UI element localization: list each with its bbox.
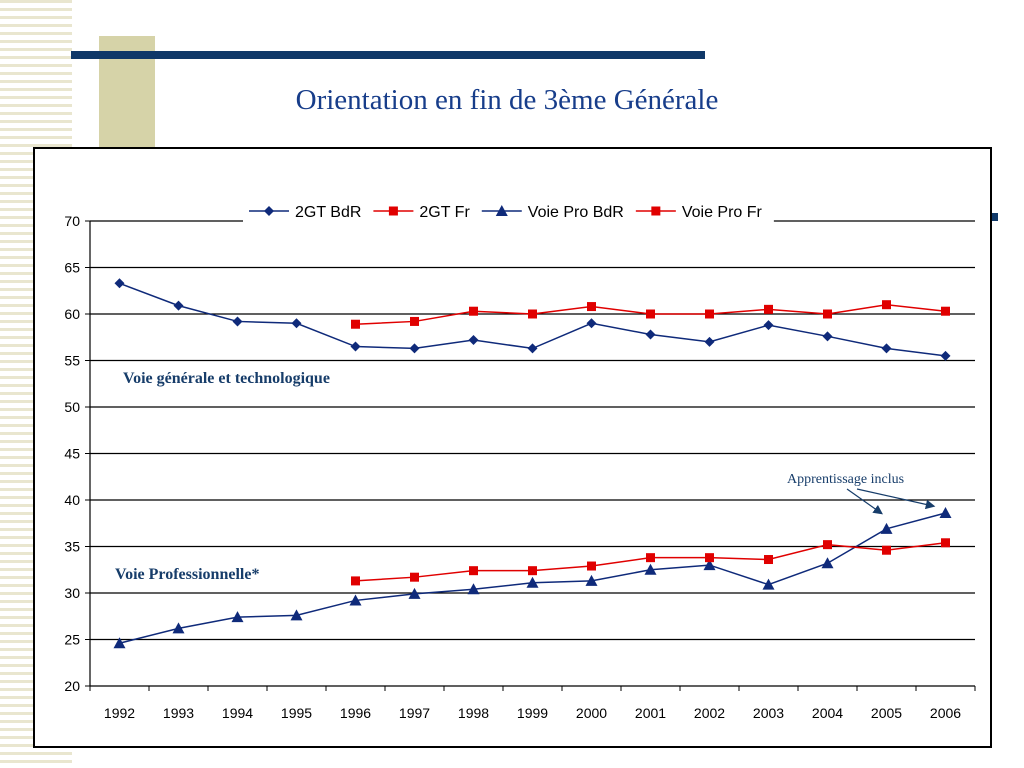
x-tick-label: 2003 [753,705,784,721]
x-tick-label: 2002 [694,705,725,721]
data-point-2gt-fr [351,319,360,329]
data-point-voie-pro-bdr [939,507,952,519]
data-point-voie-pro-fr [764,555,773,565]
data-point-2gt-fr [469,306,478,316]
x-tick-label: 1997 [399,705,430,721]
y-tick-label: 35 [64,539,80,555]
y-tick-label: 25 [64,632,80,648]
x-tick-label: 2005 [871,705,902,721]
x-tick-label: 1994 [222,705,253,721]
y-tick-label: 40 [64,492,80,508]
data-point-voie-pro-bdr [585,574,598,586]
data-point-voie-pro-bdr [526,576,539,588]
slide-title: Orientation en fin de 3ème Générale [295,84,719,116]
data-point-voie-pro-bdr [231,611,244,623]
data-point-voie-pro-fr [941,538,950,548]
y-tick-label: 30 [64,585,80,601]
data-point-2gt-bdr [645,329,656,340]
data-point-voie-pro-bdr [762,578,775,590]
data-point-2gt-bdr [586,318,597,329]
y-tick-label: 50 [64,399,80,415]
data-point-2gt-bdr [114,278,125,289]
data-point-voie-pro-fr [587,561,596,571]
x-tick-label: 1999 [517,705,548,721]
legend-marker-2gt-bdr [264,206,274,216]
data-point-2gt-bdr [291,318,302,329]
data-point-voie-pro-fr [351,576,360,586]
legend-label-2gt-fr: 2GT Fr [419,204,470,221]
data-point-voie-pro-fr [528,566,537,576]
data-point-voie-pro-bdr [113,637,126,649]
data-point-2gt-bdr [468,335,479,346]
data-point-2gt-bdr [232,316,243,327]
line-chart: 20 25 30 35 40 45 50 55 60 65 70 1992 1993 1994 1995 19… [64,199,976,721]
annotation-pro: Voie Professionnelle* [115,566,259,583]
data-point-2gt-bdr [409,343,420,354]
x-tick-label: 2001 [635,705,666,721]
legend-marker-2gt-fr [388,206,398,216]
data-point-voie-pro-fr [882,545,891,555]
data-point-voie-pro-bdr [703,559,716,571]
x-tick-label: 1992 [104,705,135,721]
data-point-2gt-fr [764,304,773,314]
x-tick-label: 1993 [163,705,194,721]
legend-label-voie-pro-fr: Voie Pro Fr [682,204,763,221]
data-point-voie-pro-fr [646,553,655,563]
x-tick-label: 2006 [930,705,961,721]
y-tick-label: 45 [64,446,80,462]
y-tick-label: 55 [64,353,80,369]
annotation-apprentissage: Apprentissage inclus [787,472,904,487]
y-tick-label: 65 [64,260,80,276]
data-point-2gt-bdr [940,350,951,361]
x-tick-label: 1995 [281,705,312,721]
data-point-voie-pro-bdr [467,583,480,595]
data-point-voie-pro-fr [705,553,714,563]
navy-accent-stub [990,213,998,221]
data-point-voie-pro-bdr [349,594,362,606]
x-tick-label: 2000 [576,705,607,721]
data-point-2gt-fr [941,306,950,316]
data-point-2gt-fr [528,309,537,319]
data-point-2gt-bdr [763,320,774,331]
data-point-2gt-fr [646,309,655,319]
navy-accent-bar [71,51,705,59]
legend-marker-voie-pro-bdr [495,205,508,216]
data-point-2gt-fr [705,309,714,319]
chart-frame: 20 25 30 35 40 45 50 55 60 65 70 1992 1993 1994 1995 19… [33,147,992,748]
y-tick-label: 70 [64,213,80,229]
data-point-2gt-bdr [704,336,715,347]
data-point-voie-pro-fr [823,540,832,550]
data-point-2gt-fr [410,316,419,326]
data-point-2gt-fr [823,309,832,319]
y-tick-label: 20 [64,678,80,694]
data-point-2gt-bdr [527,343,538,354]
x-tick-label: 1998 [458,705,489,721]
data-point-voie-pro-bdr [290,609,303,621]
data-point-voie-pro-bdr [408,587,421,599]
data-point-voie-pro-bdr [880,522,893,534]
legend-label-voie-pro-bdr: Voie Pro BdR [528,204,624,221]
data-point-2gt-fr [882,300,891,310]
annotation-general: Voie générale et technologique [123,370,330,387]
data-point-2gt-bdr [881,343,892,354]
data-point-voie-pro-fr [410,572,419,582]
data-point-voie-pro-bdr [644,563,657,575]
y-tick-label: 60 [64,306,80,322]
data-point-voie-pro-bdr [172,622,185,634]
data-point-voie-pro-bdr [821,557,834,569]
data-point-2gt-bdr [173,300,184,311]
data-point-2gt-bdr [350,341,361,352]
legend-label-2gt-bdr: 2GT BdR [295,204,361,221]
x-tick-label: 2004 [812,705,843,721]
annotation-arrow [846,488,883,515]
x-tick-label: 1996 [340,705,371,721]
data-point-2gt-fr [587,302,596,312]
annotation-arrow [856,488,936,510]
legend-marker-voie-pro-fr [651,206,661,216]
data-point-2gt-bdr [822,331,833,342]
data-point-voie-pro-fr [469,566,478,576]
